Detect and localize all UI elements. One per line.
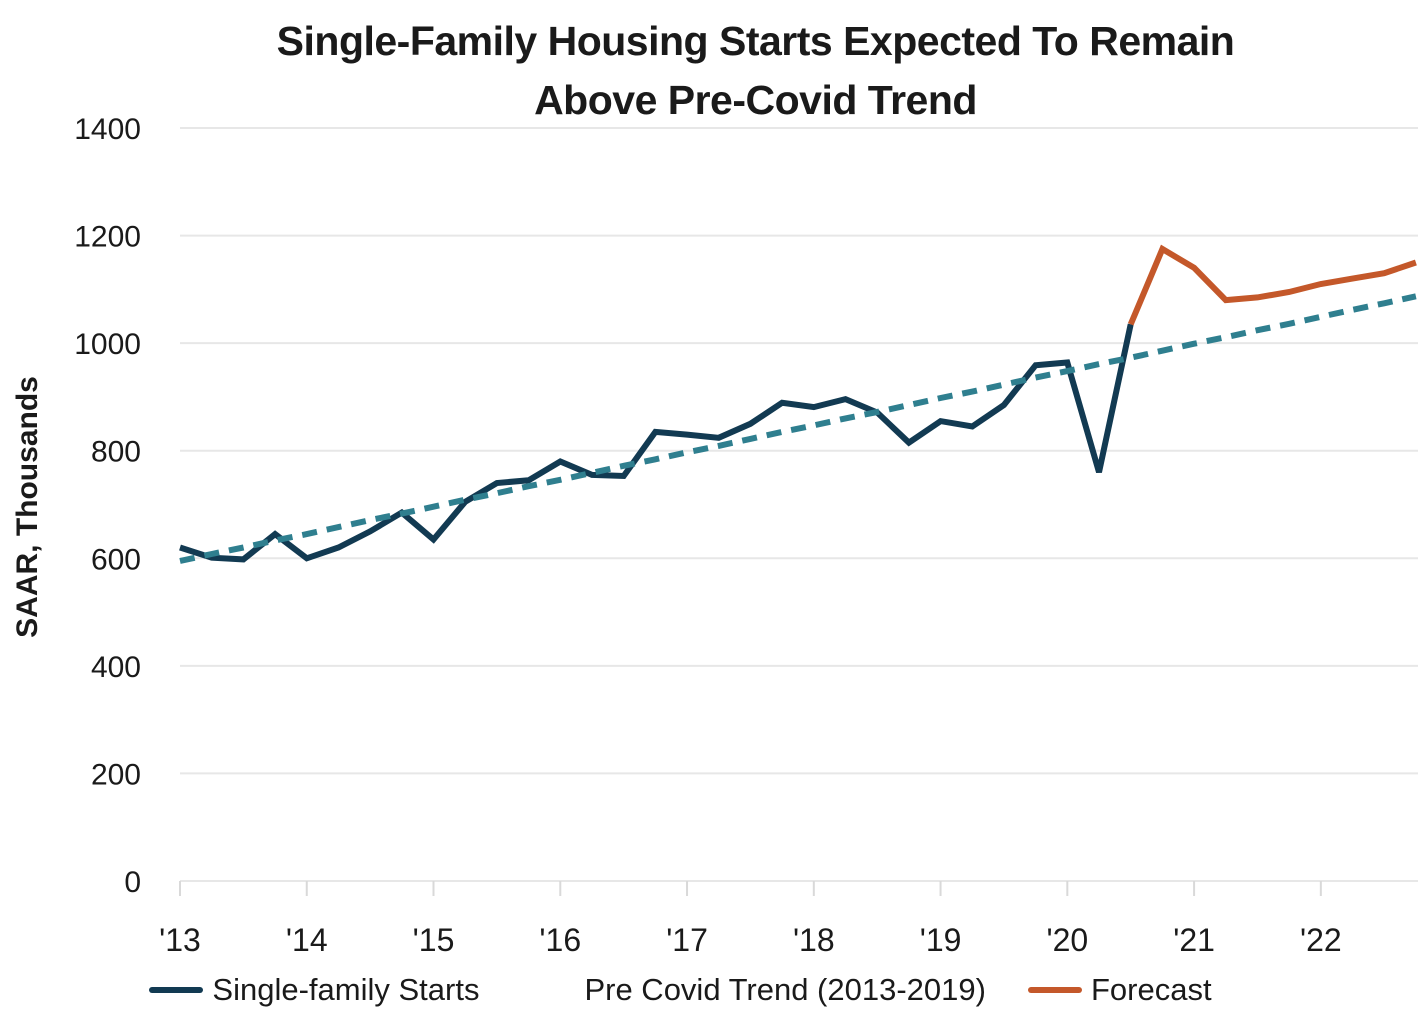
legend-swatch-solid-navy-icon [149,987,204,993]
legend-label: Pre Covid Trend (2013-2019) [584,972,986,1007]
chart-title-line1: Single-Family Housing Starts Expected To… [276,18,1235,64]
y-tick-label: 600 [91,543,141,576]
x-tick-label: '18 [793,922,835,958]
x-tick-label: '22 [1300,922,1342,958]
legend-label: Single-family Starts [212,972,480,1007]
y-tick-label: 800 [91,436,141,469]
y-tick-label: 1000 [74,328,141,361]
legend-item-single-family-starts: Single-family Starts [149,972,479,1008]
y-tick-label: 1400 [74,113,141,146]
chart-title: Single-Family Housing Starts Expected To… [0,12,1421,130]
y-tick-label: 0 [124,866,141,899]
series-line-forecast [1127,244,1417,326]
legend: Single-family Starts Pre Covid Trend (20… [0,972,1421,1008]
x-tick-label: '17 [666,922,708,958]
legend-swatch-dashed-teal-icon [521,987,575,993]
x-tick-label: '19 [920,922,962,958]
x-tick-label: '20 [1046,922,1088,958]
x-tick-label: '14 [286,922,328,958]
chart-title-line2: Above Pre-Covid Trend [534,77,977,123]
legend-swatch-solid-orange-icon [1027,987,1082,993]
legend-item-forecast: Forecast [1027,972,1212,1008]
legend-item-pre-covid-trend: Pre Covid Trend (2013-2019) [521,972,986,1008]
x-tick-label: '13 [159,922,201,958]
y-tick-label: 200 [91,758,141,791]
y-tick-label: 1200 [74,221,141,254]
series-line-single-family-starts [179,323,1134,563]
x-tick-label: '16 [539,922,581,958]
legend-label: Forecast [1090,972,1212,1007]
x-tick-label: '21 [1173,922,1215,958]
y-tick-label: 400 [91,651,141,684]
series-line-pre-covid-trend-2013-2019- [179,293,1417,564]
x-tick-label: '15 [413,922,455,958]
